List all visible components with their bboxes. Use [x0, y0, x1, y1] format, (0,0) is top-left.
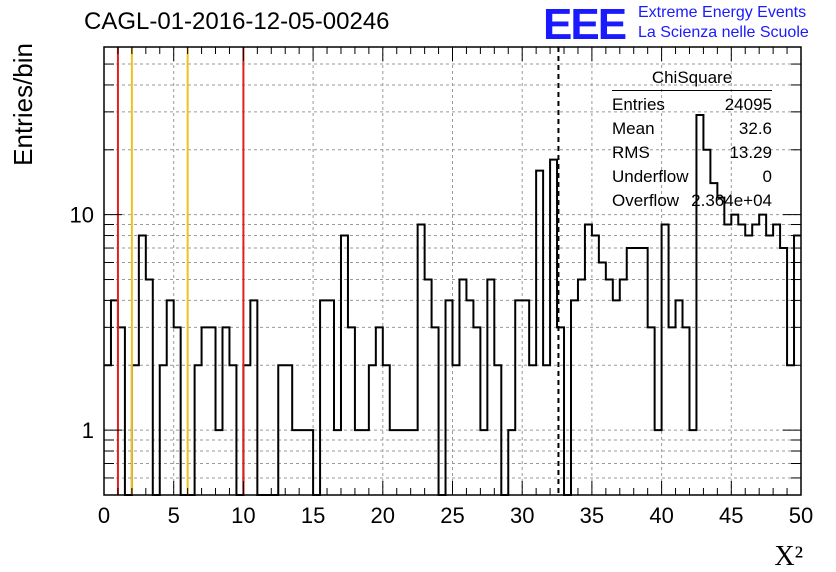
stats-value: 32.6 [738, 119, 772, 138]
x-tick-label: 25 [440, 503, 464, 528]
stats-box: ChiSquare Entries 24095 Mean 32.6 RMS 13… [612, 68, 772, 213]
stats-label: Mean [612, 119, 655, 138]
x-tick-label: 20 [371, 503, 395, 528]
x-tick-label: 40 [649, 503, 673, 528]
logo-line-2: La Scienza nelle Scuole [638, 24, 809, 41]
stats-row-rms: RMS 13.29 [612, 141, 772, 165]
x-tick-label: 0 [98, 503, 110, 528]
chart-title: CAGL-01-2016-12-05-00246 [84, 8, 390, 35]
x-tick-label: 50 [789, 503, 813, 528]
stats-label: RMS [612, 143, 650, 162]
histogram-line [104, 114, 801, 496]
logo-line-1: Extreme Energy Events [638, 4, 807, 21]
stats-value: 2.364e+04 [691, 191, 772, 210]
stats-value: 13.29 [729, 143, 772, 162]
x-tick-label: 35 [580, 503, 604, 528]
stats-row-mean: Mean 32.6 [612, 117, 772, 141]
x-tick-label: 5 [168, 503, 180, 528]
stats-label: Overflow [612, 191, 680, 210]
y-tick-label: 1 [82, 418, 94, 443]
x-tick-label: 10 [231, 503, 255, 528]
stats-header: ChiSquare [612, 68, 772, 91]
stats-label: Underflow [612, 167, 689, 186]
eee-logo: EEE [543, 0, 627, 49]
stats-value: 24095 [724, 95, 772, 114]
stats-value: 0 [762, 167, 772, 186]
x-tick-label: 30 [510, 503, 534, 528]
x-tick-label: 15 [301, 503, 325, 528]
stats-row-overflow: Overflow 2.364e+04 [612, 189, 772, 213]
stats-row-underflow: Underflow 0 [612, 165, 772, 189]
y-tick-label: 10 [70, 203, 94, 228]
y-axis-label: Entries/bin [8, 43, 38, 166]
x-axis-label: X² [774, 541, 803, 572]
stats-row-entries: Entries 24095 [612, 93, 772, 117]
x-tick-label: 45 [719, 503, 743, 528]
stats-label: Entries [612, 95, 665, 114]
